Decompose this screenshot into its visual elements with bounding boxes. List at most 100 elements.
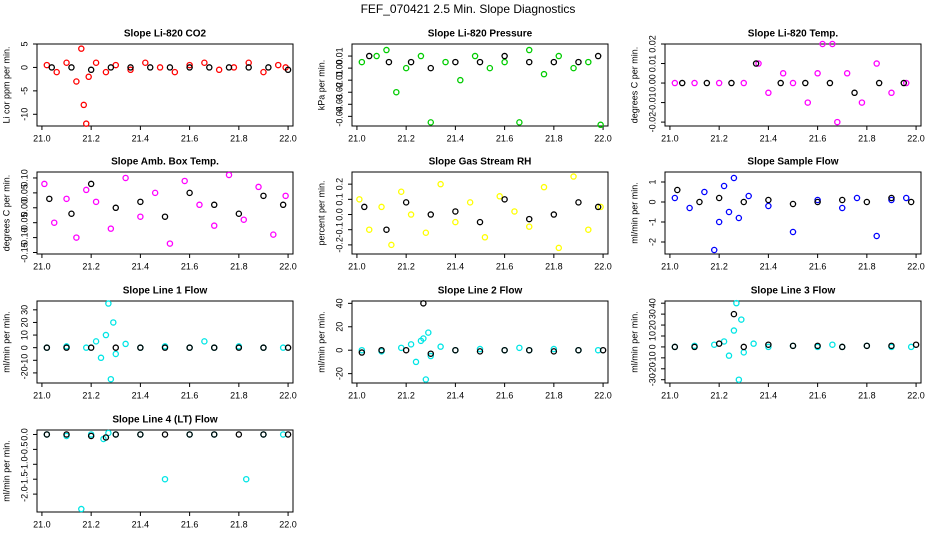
point bbox=[902, 194, 910, 202]
y-tick-label: 0.00 bbox=[647, 74, 657, 92]
point bbox=[765, 341, 772, 348]
point bbox=[50, 219, 58, 226]
point bbox=[284, 344, 292, 351]
point bbox=[365, 226, 373, 233]
point bbox=[427, 352, 435, 360]
point bbox=[755, 60, 762, 67]
point bbox=[137, 431, 144, 438]
point bbox=[540, 70, 548, 78]
plot-frame bbox=[36, 43, 294, 127]
point bbox=[260, 68, 267, 76]
point bbox=[452, 208, 459, 215]
point bbox=[235, 431, 243, 438]
y-axis-label: degrees C per min. bbox=[629, 47, 639, 124]
y-tick-label: 10 bbox=[647, 331, 657, 341]
point bbox=[112, 344, 120, 351]
x-tick-label: 21.0 bbox=[348, 133, 366, 143]
y-tick-label: -0.05 bbox=[19, 212, 29, 233]
point bbox=[110, 319, 117, 326]
point bbox=[87, 180, 95, 188]
point bbox=[166, 240, 174, 247]
point bbox=[437, 343, 444, 350]
point bbox=[442, 58, 449, 66]
point bbox=[843, 70, 851, 77]
point bbox=[156, 64, 164, 71]
chart-title: Slope Line 3 Flow bbox=[751, 286, 836, 297]
plot-frame bbox=[36, 300, 294, 384]
point bbox=[393, 88, 400, 96]
point bbox=[511, 208, 518, 215]
x-tick-label: 21.4 bbox=[447, 390, 465, 400]
point bbox=[186, 61, 193, 69]
point bbox=[888, 196, 895, 204]
x-tick-label: 21.6 bbox=[809, 390, 827, 400]
y-axis-label: ml/min per min. bbox=[1, 311, 11, 373]
point bbox=[82, 186, 90, 194]
point bbox=[210, 201, 218, 209]
x-tick-label: 21.0 bbox=[33, 261, 51, 271]
point bbox=[550, 345, 558, 353]
point bbox=[745, 192, 752, 200]
point bbox=[710, 246, 718, 254]
x-tick-label: 21.2 bbox=[397, 390, 415, 400]
point bbox=[402, 64, 410, 72]
y-tick-label: 30 bbox=[19, 305, 29, 315]
point bbox=[525, 215, 533, 223]
point bbox=[814, 342, 821, 350]
point bbox=[738, 316, 745, 323]
point bbox=[476, 218, 484, 226]
x-tick-label: 21.0 bbox=[348, 390, 366, 400]
point bbox=[516, 119, 523, 126]
point bbox=[107, 64, 115, 71]
point bbox=[358, 349, 366, 356]
x-tick-label: 22.0 bbox=[594, 261, 612, 271]
x-tick-label: 21.0 bbox=[33, 133, 51, 143]
point bbox=[765, 196, 772, 204]
x-tick-label: 21.4 bbox=[760, 390, 778, 400]
x-tick-label: 21.0 bbox=[33, 390, 51, 400]
point bbox=[53, 68, 60, 76]
y-tick-label: -0.2 bbox=[334, 237, 344, 253]
point bbox=[779, 70, 787, 77]
point bbox=[284, 66, 292, 74]
point bbox=[789, 342, 797, 350]
chart-title: Slope Line 1 Flow bbox=[123, 286, 208, 297]
point bbox=[92, 338, 100, 345]
x-tick-label: 21.6 bbox=[809, 261, 827, 271]
point bbox=[481, 234, 489, 241]
point bbox=[407, 211, 415, 218]
point bbox=[78, 505, 85, 513]
point bbox=[63, 344, 70, 351]
x-tick-label: 21.4 bbox=[132, 261, 150, 271]
point bbox=[107, 375, 115, 383]
y-tick-label: 10 bbox=[19, 330, 29, 340]
point bbox=[102, 331, 110, 339]
x-tick-label: 22.0 bbox=[279, 261, 297, 271]
point bbox=[570, 173, 577, 180]
plot-frame bbox=[36, 171, 294, 255]
point bbox=[137, 198, 144, 206]
point bbox=[87, 66, 95, 74]
point bbox=[210, 222, 218, 229]
point bbox=[373, 52, 380, 60]
y-tick-label: -0.01 bbox=[647, 92, 657, 113]
y-tick-label: 0.01 bbox=[647, 55, 657, 73]
point bbox=[255, 183, 262, 191]
point bbox=[235, 344, 243, 351]
point bbox=[284, 431, 292, 438]
y-tick-label: -2 bbox=[647, 238, 657, 246]
y-tick-label: 0 bbox=[647, 199, 657, 204]
point bbox=[260, 344, 267, 351]
point bbox=[671, 343, 679, 351]
point bbox=[422, 376, 430, 383]
chart-title: Slope Line 4 (LT) Flow bbox=[112, 415, 218, 426]
point bbox=[186, 431, 193, 438]
point bbox=[127, 64, 134, 71]
point bbox=[555, 244, 563, 252]
point bbox=[789, 79, 797, 87]
x-tick-label: 21.6 bbox=[496, 133, 514, 143]
point bbox=[740, 349, 748, 356]
point bbox=[46, 195, 53, 203]
x-tick-label: 21.2 bbox=[82, 390, 100, 400]
y-tick-label: 0.0 bbox=[334, 208, 344, 221]
